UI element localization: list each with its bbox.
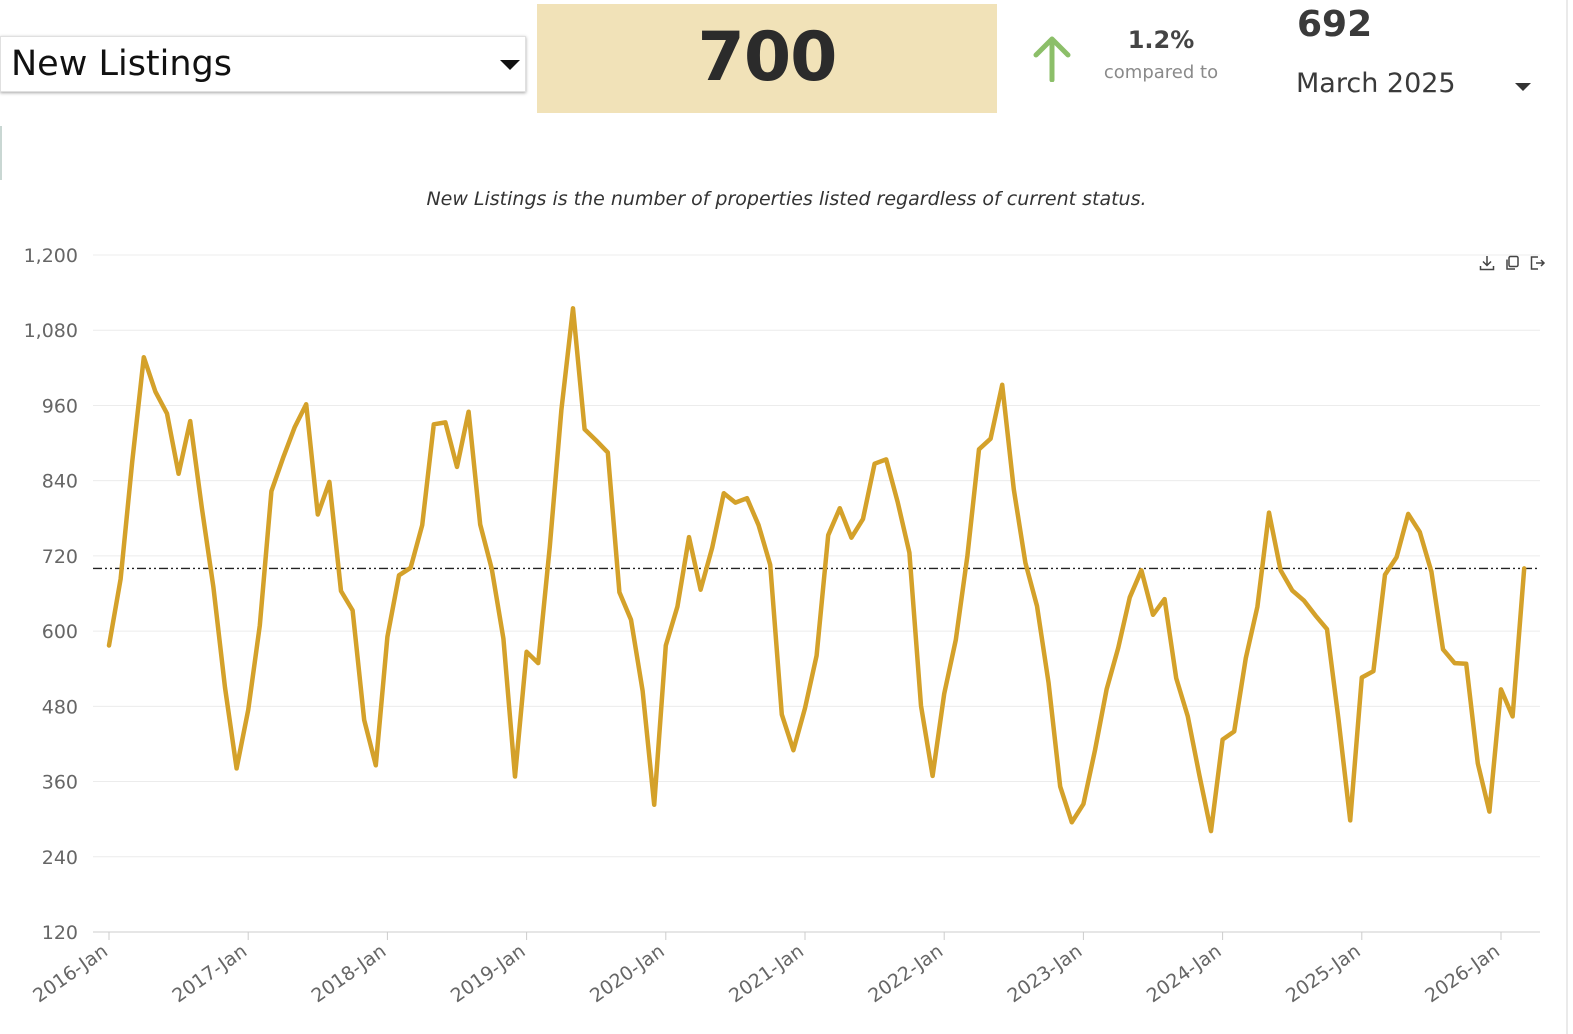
current-value: 700 — [697, 18, 838, 97]
y-tick-label: 600 — [42, 621, 78, 643]
period-dropdown[interactable]: March 2025 — [1290, 66, 1542, 110]
x-tick-label: 2024-Jan — [1143, 940, 1226, 1007]
x-tick-label: 2020-Jan — [586, 940, 669, 1007]
x-tick-label: 2017-Jan — [168, 940, 251, 1007]
x-tick-label: 2021-Jan — [725, 940, 808, 1007]
x-tick-label: 2016-Jan — [29, 940, 112, 1007]
period-dropdown-label: March 2025 — [1296, 68, 1456, 99]
x-tick-label: 2026-Jan — [1421, 940, 1504, 1007]
y-tick-label: 120 — [42, 922, 78, 944]
y-axis: 1,200 1,080 960 840 720 600 480 360 240 120 — [24, 245, 78, 944]
chart-toolbar — [1476, 254, 1550, 274]
x-axis: 2016-Jan 2017-Jan 2018-Jan 2019-Jan 2020-Jan… — [29, 932, 1504, 1007]
copy-icon[interactable] — [1503, 254, 1521, 272]
download-icon[interactable] — [1478, 254, 1496, 272]
compared-to-label: compared to — [1103, 62, 1219, 83]
export-icon[interactable] — [1528, 254, 1546, 272]
x-tick-label: 2022-Jan — [864, 940, 947, 1007]
series-line — [106, 306, 1527, 834]
x-tick-label: 2025-Jan — [1282, 940, 1365, 1007]
panel-edge — [0, 126, 2, 180]
change-percent: 1.2% — [1127, 26, 1195, 54]
y-tick-label: 1,200 — [24, 245, 78, 267]
x-tick-label: 2018-Jan — [308, 940, 391, 1007]
y-tick-label: 960 — [42, 395, 78, 417]
series-group — [106, 306, 1527, 834]
y-tick-label: 720 — [42, 546, 78, 568]
previous-value: 692 — [1297, 4, 1373, 45]
chart-grid — [93, 254, 1540, 933]
y-tick-label: 360 — [42, 772, 78, 794]
metric-dropdown-label: New Listings — [11, 44, 233, 84]
x-tick-label: 2019-Jan — [447, 940, 530, 1007]
line-chart: 1,200 1,080 960 840 720 600 480 360 240 120 2016-… — [24, 245, 1540, 1007]
y-tick-label: 840 — [42, 471, 78, 493]
panel-edge-right — [1566, 0, 1568, 1034]
y-tick-label: 480 — [42, 696, 78, 718]
current-value-box: 700 — [537, 4, 997, 113]
caret-down-icon — [500, 60, 520, 70]
x-tick-label: 2023-Jan — [1004, 940, 1087, 1007]
y-tick-label: 1,080 — [24, 320, 78, 342]
y-tick-label: 240 — [42, 847, 78, 869]
arrow-up-icon — [1033, 36, 1071, 82]
chart-description: New Listings is the number of properties… — [426, 188, 1147, 210]
metric-dropdown[interactable]: New Listings — [0, 36, 526, 92]
caret-down-icon — [1515, 83, 1531, 91]
